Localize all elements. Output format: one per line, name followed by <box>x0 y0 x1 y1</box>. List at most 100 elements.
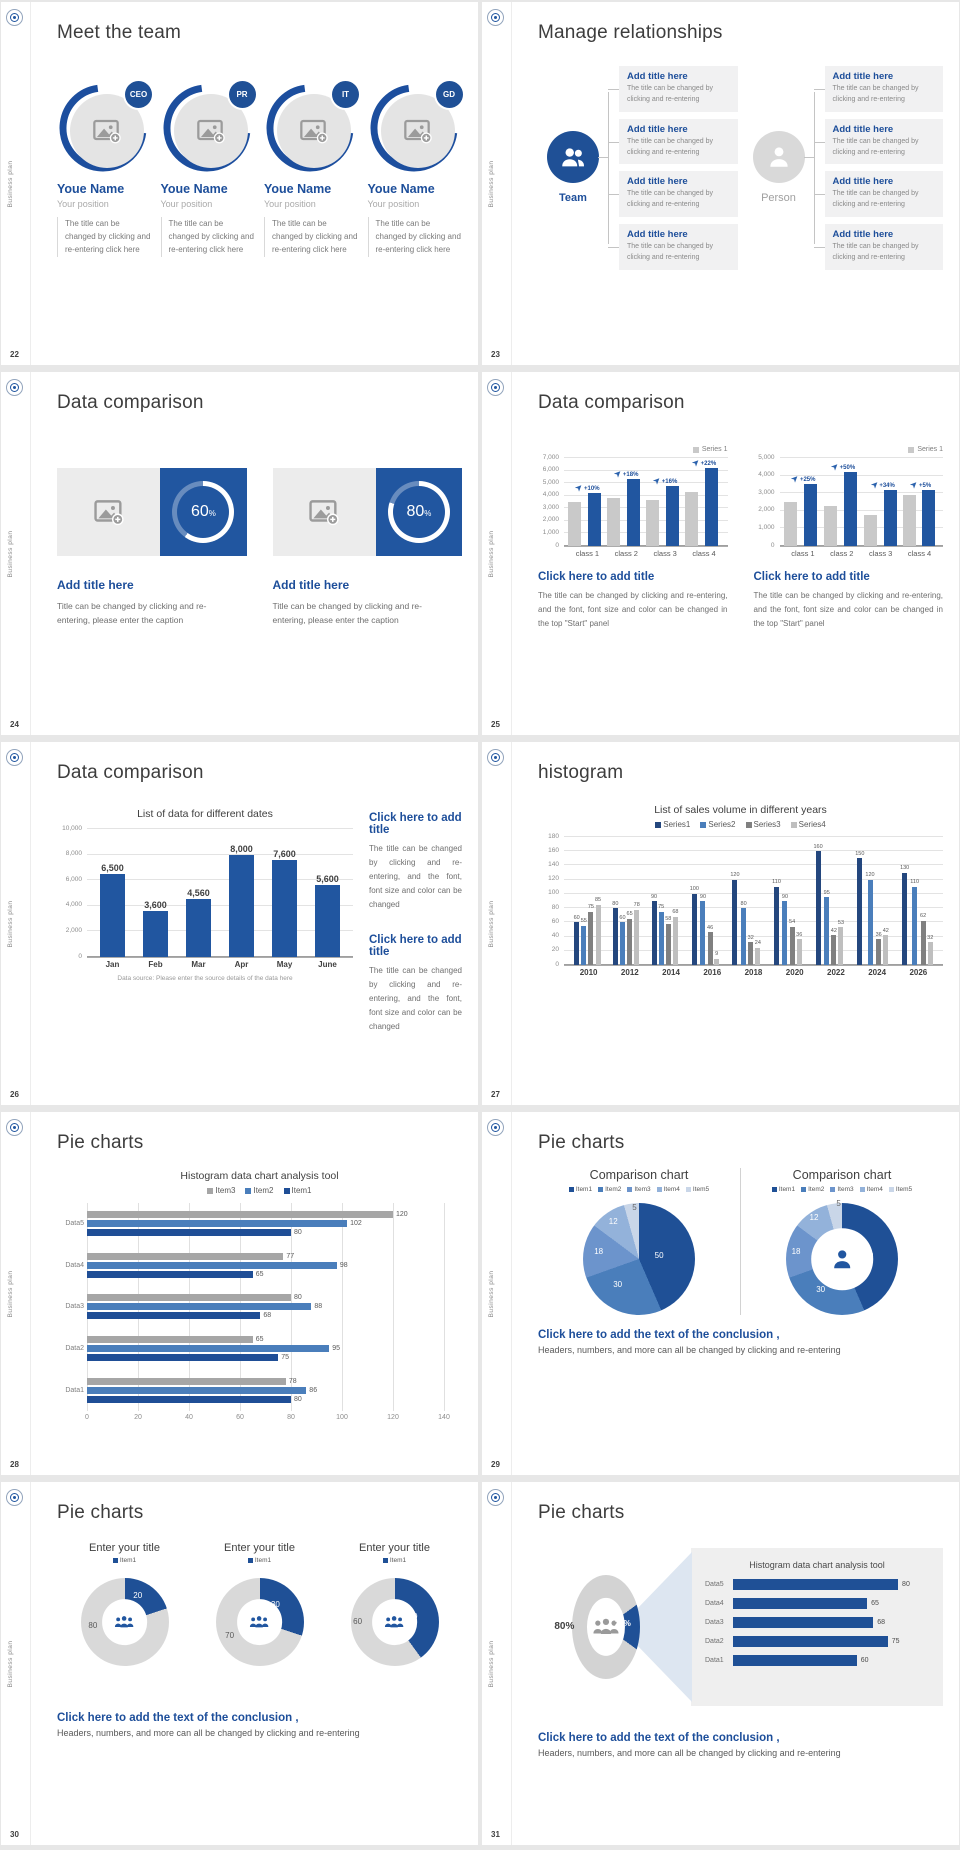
bar <box>700 901 706 965</box>
plot-area: 120 102 80 77 98 65 80 88 68 65 95 75 78 86 80 <box>87 1203 445 1411</box>
slide-26[interactable]: Business plan 26 Data comparison List of… <box>1 742 478 1105</box>
logo-seal <box>6 379 23 396</box>
bar <box>619 922 625 965</box>
bar-value-label: ➤+10% <box>573 482 600 494</box>
block-caption: The title can be changed by clicking and… <box>538 591 728 629</box>
arrow-icon: ➤ <box>573 482 585 494</box>
slide-title: Pie charts <box>538 1132 625 1153</box>
chart-legend: Item1 <box>247 1557 272 1564</box>
bar-value-label: 75 <box>891 1638 900 1645</box>
page-number: 23 <box>491 350 500 359</box>
x-tick-label: 100 <box>336 1414 348 1421</box>
avatar-frame <box>59 84 147 172</box>
gridline <box>342 1203 343 1411</box>
bar <box>705 468 719 546</box>
x-tick-label: 2014 <box>662 968 680 977</box>
bar-group: 4,560 <box>186 829 211 957</box>
bar-value-label: 3,600 <box>144 899 167 910</box>
bar <box>714 958 720 965</box>
bar-row: Data3 68 <box>705 1617 929 1628</box>
bar-group: 60 55 75 85 <box>574 837 601 965</box>
bar-value-label: ➤+22% <box>690 457 717 469</box>
bar-value-label: ➤+16% <box>651 474 678 486</box>
slide-27[interactable]: Business plan 27 histogram List of sales… <box>482 742 959 1105</box>
page-number: 30 <box>10 1830 19 1839</box>
info-box[interactable]: Add title here The title can be changed b… <box>813 118 943 165</box>
bar-value-label: 75 <box>587 904 594 911</box>
slide-30[interactable]: Business plan 30 Pie charts Enter your t… <box>1 1482 478 1845</box>
gridline <box>564 964 943 965</box>
slide-29[interactable]: Business plan 29 Pie charts Comparison c… <box>482 1112 959 1475</box>
slice-label: 50 <box>864 1251 874 1261</box>
bar <box>581 925 587 965</box>
info-box[interactable]: Add title here The title can be changed b… <box>813 171 943 218</box>
bar-value-label: 68 <box>263 1312 272 1320</box>
legend-swatch <box>700 821 707 828</box>
bar <box>824 897 830 965</box>
info-box[interactable]: Add title here The title can be changed b… <box>608 171 738 218</box>
slide-28[interactable]: Business plan 28 Pie charts Histogram da… <box>1 1112 478 1475</box>
bar-value-label: 68 <box>877 1619 886 1626</box>
bar <box>691 893 697 965</box>
slide-title: Pie charts <box>57 1502 144 1523</box>
bar-group: 3,600 <box>143 829 168 957</box>
info-box[interactable]: Add title here The title can be changed b… <box>608 118 738 165</box>
logo-seal <box>487 1489 504 1506</box>
donut-hole <box>101 1599 148 1645</box>
slide-24[interactable]: Business plan 24 Data comparison 60% Add… <box>1 372 478 735</box>
y-tick-label: 5,000 <box>542 478 559 486</box>
legend-label: Item3 <box>215 1186 236 1195</box>
bar <box>87 1303 312 1311</box>
gridline <box>444 1203 445 1411</box>
info-box[interactable]: Add title here The title can be changed b… <box>608 224 738 270</box>
category-label: Data5 <box>65 1220 84 1228</box>
vertical-brand-label: Business plan <box>488 1270 495 1317</box>
gridline <box>87 930 353 932</box>
category-label: Data4 <box>705 1600 724 1607</box>
rail-divider <box>30 742 31 1105</box>
chart-footnote: Data source: Please enter the source det… <box>117 974 293 982</box>
box-text: The title can be changed by clicking and… <box>832 137 919 156</box>
bar <box>315 885 340 957</box>
bar-value-label: 6,500 <box>101 862 124 873</box>
info-box[interactable]: Add title here The title can be changed b… <box>813 66 943 112</box>
box-text: The title can be changed by clicking and… <box>627 137 714 156</box>
y-tick-label: 1,000 <box>758 523 775 531</box>
bar <box>651 901 657 965</box>
slide-22[interactable]: Business plan 22 Meet the team CEO Youe … <box>1 2 478 365</box>
bar-value-label: 90 <box>781 893 789 900</box>
bar-value-label: 36 <box>796 931 803 938</box>
bar <box>831 935 837 965</box>
comparison-items: 60% Add title here Title can be changed … <box>57 468 462 628</box>
slide-title: Data comparison <box>57 392 204 413</box>
slide-25[interactable]: Business plan 25 Data comparison Series … <box>482 372 959 735</box>
slice-label: 30 <box>613 1280 623 1290</box>
x-tick-label: 2022 <box>827 968 845 977</box>
info-box[interactable]: Add title here The title can be changed b… <box>813 224 943 270</box>
legend-label: Item1 <box>254 1557 272 1564</box>
y-tick-label: 4,000 <box>758 471 775 479</box>
bar <box>796 939 802 965</box>
member-position: Your position <box>160 199 213 209</box>
bar <box>920 920 926 965</box>
bar-value-label: 80 <box>294 1294 302 1302</box>
arrow-icon: ➤ <box>789 473 801 485</box>
bar <box>87 1386 307 1394</box>
slide-title: Data comparison <box>57 762 204 783</box>
legend-swatch <box>685 1187 691 1192</box>
bar-group: 8,000 <box>229 829 254 957</box>
slide-23[interactable]: Business plan 23 Manage relationships Te… <box>482 2 959 365</box>
y-tick-label: 3,000 <box>542 503 559 511</box>
slide-31[interactable]: Business plan 31 Pie charts 20% 80% Histo… <box>482 1482 959 1845</box>
info-box[interactable]: Add title here The title can be changed b… <box>608 66 738 112</box>
category-label: Data1 <box>65 1386 84 1394</box>
logo-seal <box>6 9 23 26</box>
bar <box>672 916 678 965</box>
bar-value-label: 78 <box>633 902 640 909</box>
bar <box>87 1345 330 1353</box>
legend-swatch <box>830 1187 836 1192</box>
bar-row: 65 95 75 <box>87 1328 444 1370</box>
comparison-item: 60% Add title here Title can be changed … <box>57 468 247 628</box>
box-title: Add title here <box>832 229 894 241</box>
grouped-column-chart: 0 1,000 2,000 3,000 4,000 5,000 ➤+25% ➤+50% ➤+34… <box>754 454 943 558</box>
